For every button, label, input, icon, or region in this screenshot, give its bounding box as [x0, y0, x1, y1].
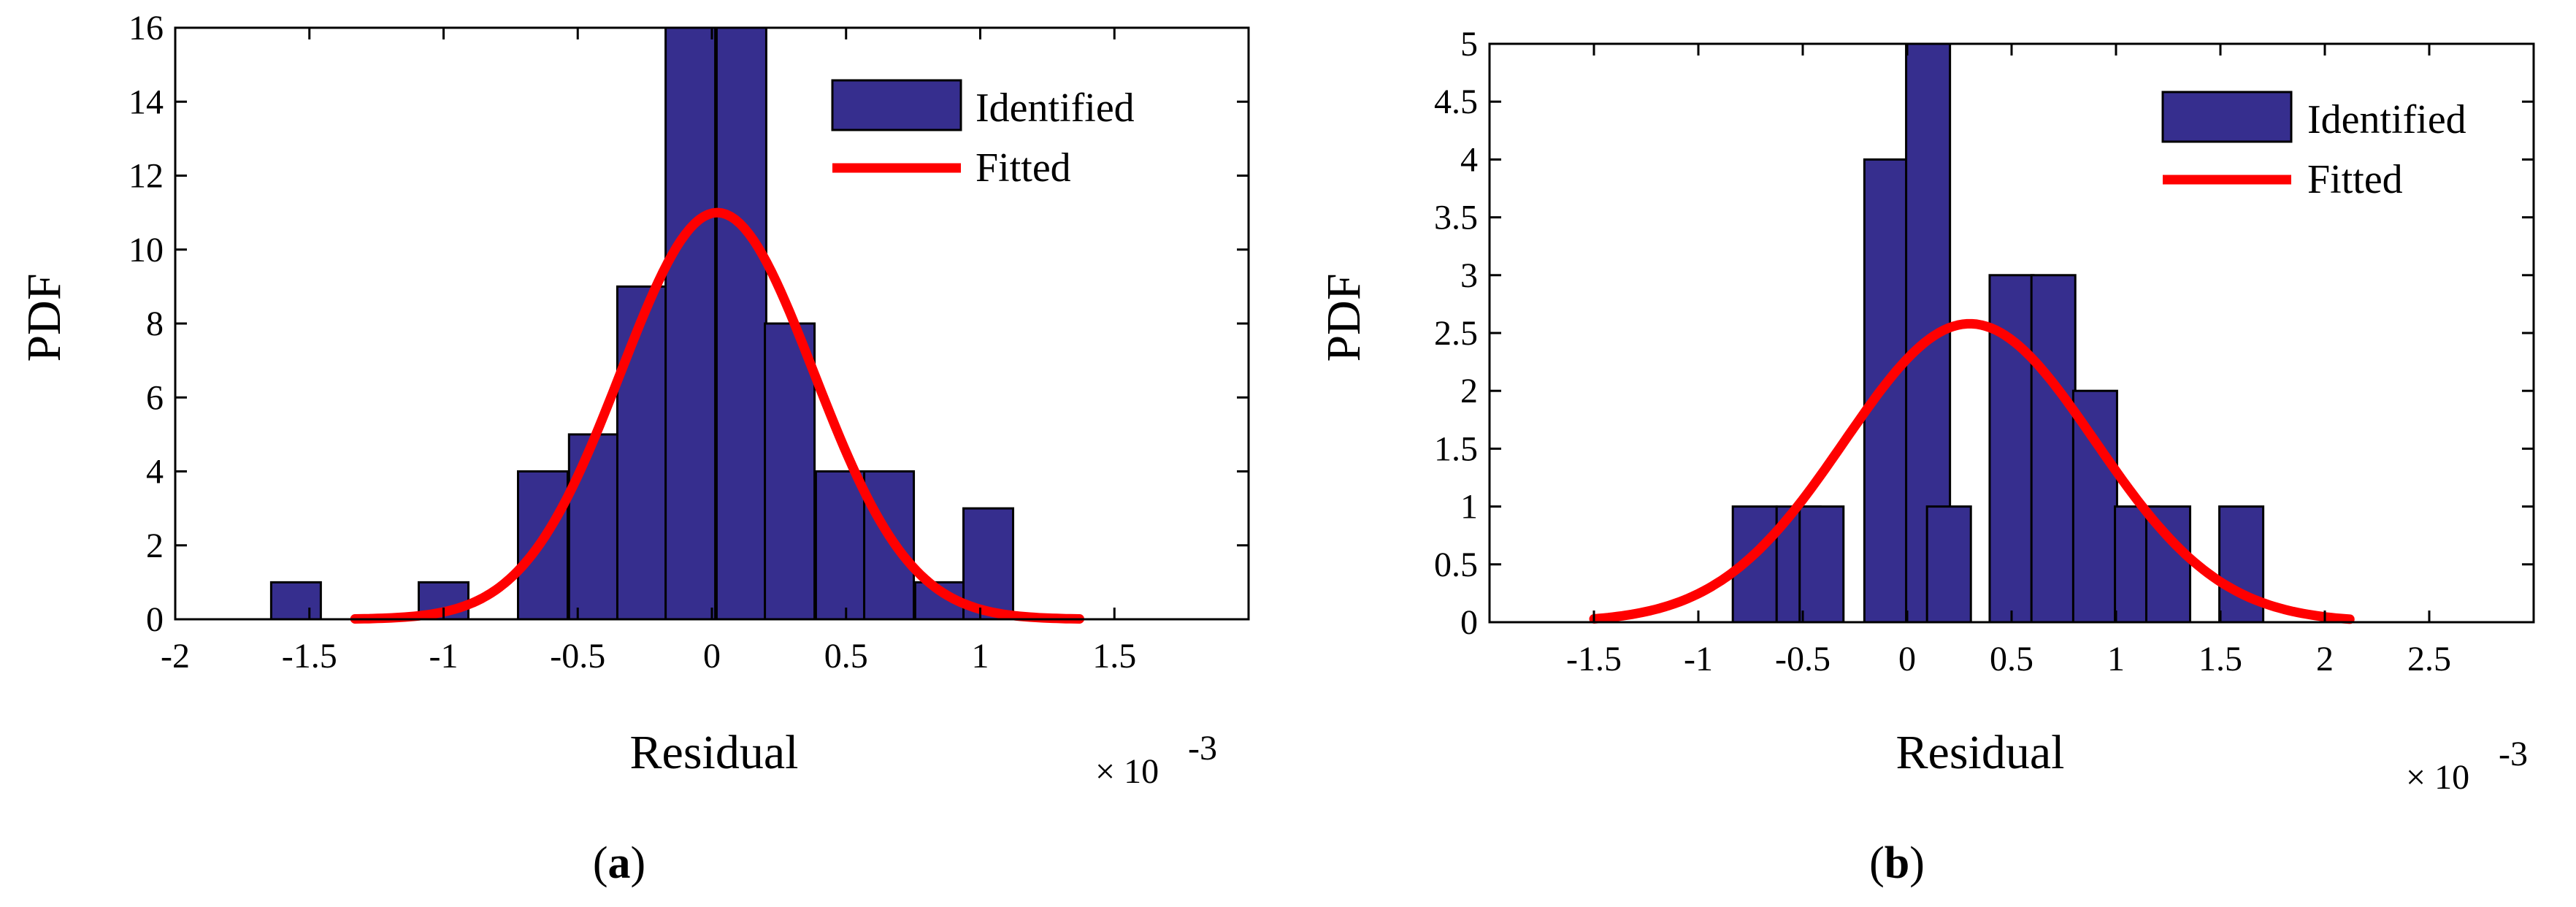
panel-a-y-tick-label: 8	[146, 305, 164, 343]
panel-a-x-tick-label: 0	[703, 637, 721, 676]
panel-b-exponent-power: -3	[2499, 735, 2528, 773]
panel-a-y-tick-label: 16	[129, 9, 164, 47]
panel-b: -1.5 -1 -0.5 0 0.5 1 1.5 2 2.5 0 0.5 1 1.5 2 2.5 3 3.5 4…	[1317, 25, 2535, 888]
panel-a-bar	[962, 507, 1015, 621]
panel-a-bar	[567, 433, 620, 621]
panel-b-x-tick-label: 1	[2107, 640, 2125, 678]
panel-a-y-tick-label: 2	[146, 527, 164, 565]
panel-b-legend-bar-swatch	[2161, 91, 2293, 143]
panel-b-bar	[2071, 389, 2118, 624]
panel-b-x-tick-label: 1.5	[2199, 640, 2242, 678]
panel-b-fitted-curve	[1589, 318, 2355, 624]
panel-b-exponent-base: × 10	[2406, 758, 2469, 797]
panel-a: -2 -1.5 -1 -0.5 0 0.5 1 1.5 0 2 4 6 8 10 12 14 16 Ident…	[18, 9, 1250, 888]
panel-b-bar	[1798, 505, 1845, 624]
panel-a-exponent-base: × 10	[1095, 752, 1159, 791]
panel-a-y-tick-label: 14	[129, 83, 164, 121]
panel-a-bar	[664, 26, 717, 621]
panel-b-x-tick-label: 2	[2316, 640, 2334, 678]
panel-b-bar	[1925, 505, 1972, 624]
panel-a-legend-bar-label: Identified	[975, 85, 1135, 131]
panel-b-y-tick-label: 1.5	[1434, 429, 1478, 468]
panel-a-y-tick-label: 4	[146, 453, 164, 491]
panel-b-x-tick-label: -0.5	[1775, 640, 1831, 678]
panel-a-bar	[269, 581, 322, 621]
panel-b-y-tick-label: 4.5	[1434, 83, 1478, 121]
panel-b-y-tick-label: 1	[1460, 488, 1478, 527]
panel-b-x-label: Residual	[1896, 726, 2065, 779]
panel-a-exponent: × 10 -3	[1095, 729, 1217, 791]
panel-a-bar	[616, 285, 668, 621]
panel-b-exponent: × 10 -3	[2406, 735, 2528, 797]
panel-a-legend-line-label: Fitted	[975, 145, 1071, 191]
panel-a-y-tick-label: 0	[146, 600, 164, 639]
panel-a-y-tick-label: 6	[146, 378, 164, 417]
panel-b-x-tick-label: 2.5	[2407, 640, 2451, 678]
panel-b-x-ticks: -1.5 -1 -0.5 0 0.5 1 1.5 2 2.5	[1566, 44, 2451, 678]
panel-b-legend-line-label: Fitted	[2307, 157, 2403, 202]
panel-a-x-tick-label: -1	[429, 637, 459, 676]
panel-a-x-tick-label: 0.5	[824, 637, 868, 676]
panel-a-y-tick-label: 12	[129, 157, 164, 196]
panel-a-x-tick-label: 1.5	[1092, 637, 1136, 676]
panel-b-x-tick-label: 0	[1898, 640, 1916, 678]
panel-a-bars	[269, 26, 1015, 621]
panel-b-bar	[2030, 274, 2077, 624]
panel-b-x-tick-label: -1	[1684, 640, 1713, 678]
panel-b-y-ticks: 0 0.5 1 1.5 2 2.5 3 3.5 4 4.5 5	[1434, 25, 2534, 642]
panel-a-x-tick-label: -1.5	[282, 637, 337, 676]
panel-a-y-label: PDF	[18, 273, 71, 361]
panel-b-legend: Identified Fitted	[2161, 91, 2466, 202]
panel-a-x-tick-label: -0.5	[550, 637, 605, 676]
panel-a-legend-bar-swatch	[831, 79, 962, 131]
panel-a-bar	[715, 26, 767, 621]
panel-b-y-tick-label: 2.5	[1434, 314, 1478, 353]
panel-a-x-tick-label: 1	[972, 637, 989, 676]
panel-b-y-tick-label: 3.5	[1434, 199, 1478, 237]
panel-a-fitted-curve	[350, 207, 1084, 624]
panel-b-y-tick-label: 0	[1460, 603, 1478, 642]
panel-a-y-tick-label: 10	[129, 231, 164, 269]
panel-a-x-tick-label: -2	[161, 637, 190, 676]
panel-a-bar	[814, 470, 867, 621]
panel-a-y-ticks: 0 2 4 6 8 10 12 14 16	[129, 9, 1249, 639]
panel-b-x-tick-label: -1.5	[1566, 640, 1622, 678]
panel-a-legend: Identified Fitted	[831, 79, 1135, 191]
panel-b-caption: (b)	[1869, 838, 1925, 888]
panel-b-x-tick-label: 0.5	[1990, 640, 2033, 678]
panel-b-legend-bar-label: Identified	[2307, 97, 2466, 142]
panel-b-y-tick-label: 3	[1460, 256, 1478, 295]
panel-a-x-ticks: -2 -1.5 -1 -0.5 0 0.5 1 1.5	[161, 28, 1136, 676]
panel-a-bar	[863, 470, 916, 621]
panel-a-x-label: Residual	[630, 726, 799, 779]
panel-b-y-label: PDF	[1317, 273, 1371, 361]
panel-b-y-tick-label: 4	[1460, 140, 1478, 179]
panel-a-caption: (a)	[593, 838, 645, 888]
panel-b-y-tick-label: 0.5	[1434, 546, 1478, 584]
panel-b-y-tick-label: 5	[1460, 25, 1478, 64]
panel-a-bar	[764, 322, 816, 621]
panel-b-y-tick-label: 2	[1460, 372, 1478, 410]
panel-a-exponent-power: -3	[1188, 729, 1217, 768]
